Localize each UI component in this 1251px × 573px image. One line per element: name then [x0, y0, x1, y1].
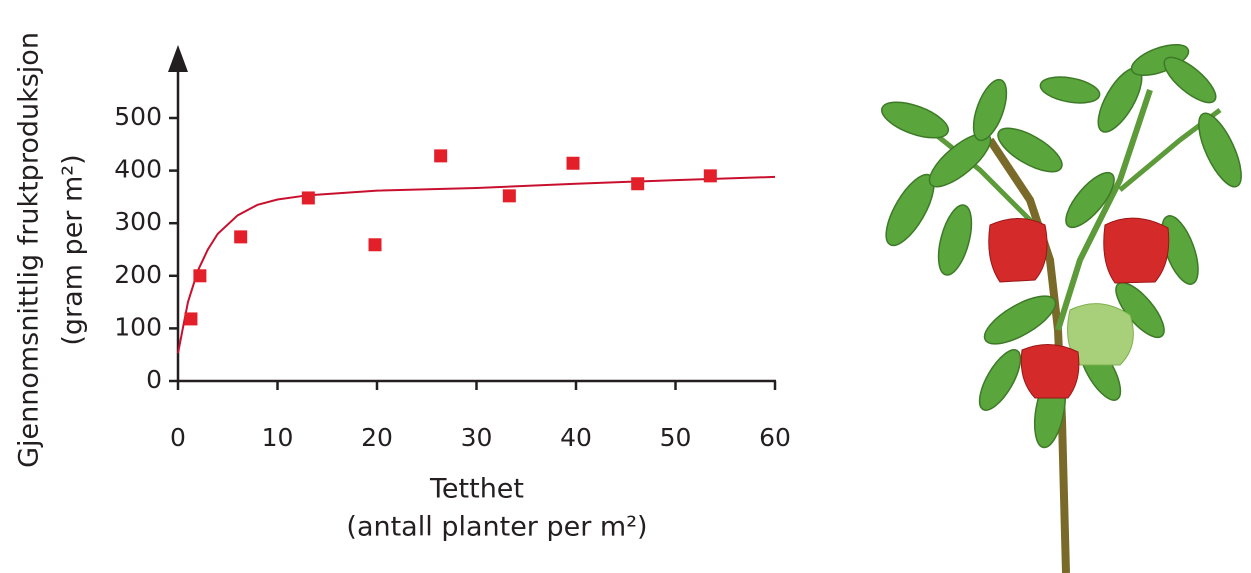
y-tick-label: 500 [114, 102, 162, 131]
leaf [978, 287, 1062, 353]
data-point [369, 238, 382, 251]
y-axis-arrow [168, 45, 188, 72]
x-tick-label: 50 [660, 423, 692, 452]
x-tick-label: 40 [560, 423, 592, 452]
leaf [972, 344, 1029, 416]
data-point [704, 169, 717, 182]
data-point [503, 189, 516, 202]
x-label: Tetthet [429, 474, 524, 505]
y-tick-label: 300 [114, 207, 162, 236]
leaf [992, 120, 1068, 180]
x-tick-label: 30 [461, 423, 493, 452]
y-label: (gram per m²) [58, 154, 89, 345]
x-tick-label: 60 [759, 423, 791, 452]
data-point [302, 191, 315, 204]
y-tick-label: 400 [114, 155, 162, 184]
leaf [1190, 108, 1249, 192]
fit-curve [178, 177, 775, 353]
y-label: Gjennomsnittlig fruktproduksjon [14, 32, 45, 468]
leaf [932, 202, 978, 279]
data-point [193, 269, 206, 282]
data-point [184, 312, 197, 325]
data-point [567, 157, 580, 170]
leaf [1038, 73, 1101, 107]
pepper-red [989, 219, 1047, 283]
leaf [1158, 50, 1222, 110]
data-point [434, 149, 447, 162]
chart: Gjennomsnittlig fruktproduksjon (gram pe… [0, 0, 1251, 573]
x-tick-label: 20 [361, 423, 393, 452]
data-point [631, 177, 644, 190]
pepper-red [1021, 344, 1079, 398]
axes [168, 45, 776, 381]
pepper-plant [877, 38, 1250, 573]
x-tick-label: 0 [170, 423, 186, 452]
pepper-red [1104, 218, 1169, 283]
data-point [234, 230, 247, 243]
page: Gjennomsnittlig fruktproduksjon (gram pe… [0, 0, 1251, 573]
y-tick-label: 0 [146, 365, 162, 394]
y-tick-label: 100 [114, 312, 162, 341]
y-tick-label: 200 [114, 260, 162, 289]
x-label: (antall planter per m²) [346, 512, 647, 543]
x-tick-label: 10 [262, 423, 294, 452]
leaf [877, 95, 952, 145]
